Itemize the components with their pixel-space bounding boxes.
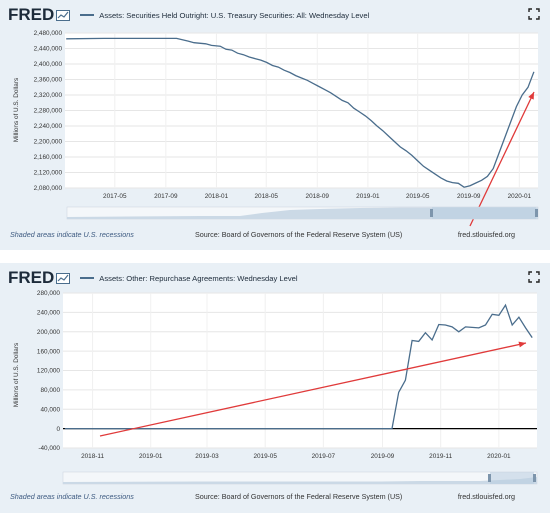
fullscreen-icon[interactable] — [528, 8, 540, 20]
x-tick-label: 2019-11 — [429, 453, 452, 460]
fullscreen-icon[interactable] — [528, 271, 540, 283]
y-tick-label: 2,400,000 — [34, 61, 63, 68]
annotation-arrowhead — [518, 341, 526, 348]
source-note: Source: Board of Governors of the Federa… — [195, 492, 403, 501]
y-tick-label: 2,440,000 — [34, 46, 63, 53]
navigator-area — [67, 207, 538, 219]
annotation-arrowhead — [528, 92, 534, 100]
x-tick-label: 2019-05 — [406, 193, 430, 200]
x-tick-label: 2020-01 — [487, 453, 511, 460]
navigator-handle-left[interactable] — [488, 474, 491, 482]
x-tick-label: 2018-05 — [254, 193, 278, 200]
y-tick-label: 2,120,000 — [34, 170, 63, 177]
chart-footer: Shaded areas indicate U.S. recessions So… — [0, 230, 550, 242]
y-tick-label: 240,000 — [37, 310, 61, 317]
navigator-handle-right[interactable] — [535, 209, 538, 217]
y-tick-label: 2,200,000 — [34, 139, 63, 146]
recession-note[interactable]: Shaded areas indicate U.S. recessions — [10, 492, 134, 501]
fred-logo: FRED — [8, 5, 55, 24]
chart-header: FRED Assets: Other: Repurchase Agreement… — [8, 268, 542, 287]
legend-swatch — [80, 277, 95, 279]
y-tick-label: 200,000 — [37, 329, 61, 336]
annotation-arrow — [99, 342, 527, 437]
x-tick-label: 2018-11 — [81, 453, 104, 460]
navigator-selection[interactable] — [432, 207, 536, 219]
x-tick-label: 2019-07 — [312, 453, 336, 460]
y-tick-label: 160,000 — [37, 348, 61, 355]
y-tick-label: 80,000 — [40, 387, 60, 394]
plot-area[interactable]: Millions of U.S. Dollars 2,080,000 2,120,… — [0, 0, 550, 250]
y-tick-label: 2,280,000 — [34, 108, 63, 115]
x-tick-label: 2017-05 — [103, 193, 127, 200]
y-tick-label: 280,000 — [37, 290, 61, 297]
series-line[interactable] — [64, 303, 533, 430]
y-tick-label: 2,080,000 — [34, 185, 63, 192]
series-line[interactable] — [66, 37, 535, 188]
plot-area[interactable]: Millions of U.S. Dollars -40,000 0 40,000 8… — [0, 263, 550, 513]
navigator-handle-right[interactable] — [533, 474, 536, 482]
y-tick-label: -40,000 — [38, 445, 60, 452]
x-tick-label: 2019-05 — [253, 453, 277, 460]
y-axis-label: Millions of U.S. Dollars — [13, 78, 20, 142]
x-tick-label: 2020-01 — [508, 193, 532, 200]
y-axis-label: Millions of U.S. Dollars — [13, 343, 20, 407]
x-tick-label: 2019-09 — [371, 453, 395, 460]
navigator-area — [63, 477, 537, 484]
chart-footer: Shaded areas indicate U.S. recessions So… — [0, 492, 550, 504]
chart-title: Assets: Securities Held Outright: U.S. T… — [99, 10, 370, 20]
y-tick-label: 2,240,000 — [34, 123, 63, 130]
chart-title: Assets: Other: Repurchase Agreements: We… — [99, 273, 298, 283]
y-tick-label: 2,160,000 — [34, 154, 63, 161]
y-tick-label: 2,480,000 — [34, 30, 63, 37]
chart-header: FRED Assets: Securities Held Outright: U… — [8, 5, 542, 24]
fred-graph-icon — [56, 9, 71, 21]
fred-url[interactable]: fred.stlouisfed.org — [457, 230, 515, 239]
navigator-handle-left[interactable] — [430, 209, 433, 217]
fred-logo: FRED — [8, 268, 55, 287]
fred-url[interactable]: fred.stlouisfed.org — [457, 492, 515, 501]
fred-graph-icon — [56, 272, 71, 284]
y-tick-label: 120,000 — [37, 368, 61, 375]
x-tick-label: 2019-01 — [356, 193, 380, 200]
chart-panel-repo: FRED Assets: Other: Repurchase Agreement… — [0, 263, 550, 513]
y-tick-label: 2,360,000 — [34, 77, 63, 84]
x-tick-label: 2019-09 — [457, 193, 481, 200]
y-tick-label: 2,320,000 — [34, 92, 63, 99]
x-tick-label: 2018-09 — [306, 193, 330, 200]
x-tick-label: 2019-01 — [139, 453, 163, 460]
y-tick-label: 40,000 — [40, 406, 60, 413]
x-tick-label: 2018-01 — [205, 193, 229, 200]
x-tick-label: 2017-09 — [154, 193, 178, 200]
navigator-selection[interactable] — [490, 472, 534, 484]
x-tick-label: 2019-03 — [195, 453, 219, 460]
source-note: Source: Board of Governors of the Federa… — [195, 230, 403, 239]
recession-note[interactable]: Shaded areas indicate U.S. recessions — [10, 230, 134, 239]
legend-swatch — [80, 14, 95, 16]
annotation-arrow — [469, 91, 535, 227]
y-tick-label: 0 — [56, 426, 60, 433]
chart-panel-treasury: FRED Assets: Securities Held Outright: U… — [0, 0, 550, 250]
